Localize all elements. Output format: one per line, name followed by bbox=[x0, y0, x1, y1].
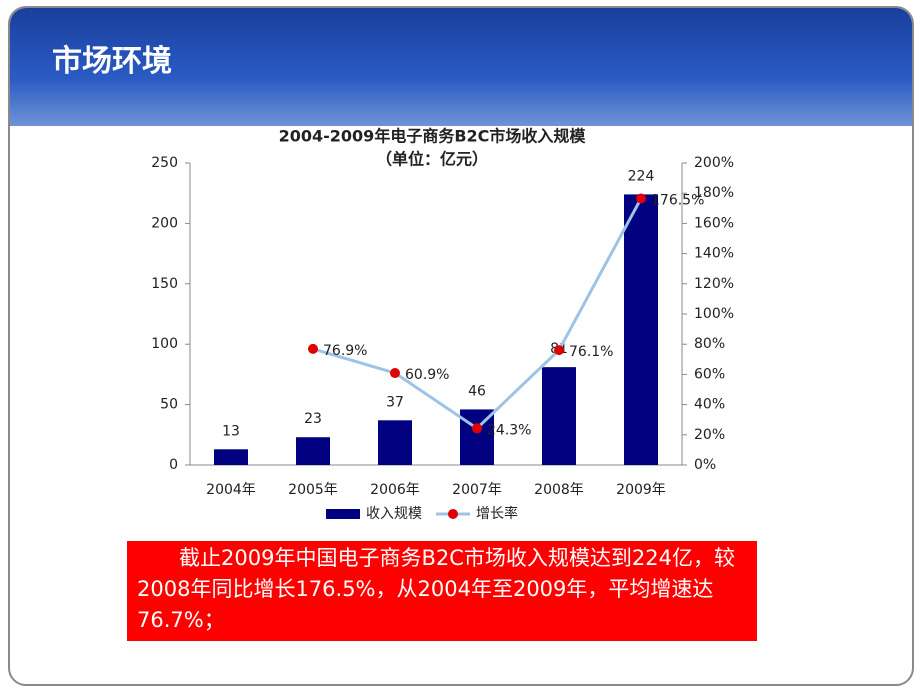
bar-value-label: 37 bbox=[386, 394, 404, 410]
bar bbox=[296, 437, 330, 465]
legend-swatch bbox=[326, 509, 360, 519]
growth-value-label: 176.5% bbox=[651, 192, 704, 208]
growth-marker bbox=[390, 368, 400, 379]
legend-label: 收入规模 bbox=[366, 506, 422, 522]
y2-tick-label: 80% bbox=[694, 336, 725, 352]
bar-value-label: 23 bbox=[304, 411, 322, 427]
bar bbox=[378, 420, 412, 465]
y2-tick-label: 200% bbox=[694, 155, 734, 171]
y-tick-label: 250 bbox=[151, 155, 178, 171]
growth-marker bbox=[472, 423, 482, 434]
header-banner bbox=[10, 8, 912, 126]
y2-tick-label: 20% bbox=[694, 427, 725, 443]
y-tick-label: 100 bbox=[151, 336, 178, 352]
chart-title: 2004-2009年电子商务B2C市场收入规模 bbox=[279, 127, 587, 146]
growth-marker bbox=[308, 343, 318, 354]
y-tick-label: 200 bbox=[151, 215, 178, 231]
legend-label: 增长率 bbox=[476, 505, 518, 522]
y2-tick-label: 60% bbox=[694, 366, 725, 382]
y2-tick-label: 0% bbox=[694, 457, 716, 473]
y2-tick-label: 180% bbox=[694, 185, 734, 201]
bar-value-label: 13 bbox=[222, 423, 240, 439]
y2-tick-label: 100% bbox=[694, 306, 734, 322]
growth-value-label: 60.9% bbox=[405, 367, 449, 383]
y2-tick-label: 160% bbox=[694, 215, 734, 231]
bar bbox=[214, 449, 248, 465]
x-tick-label: 2005年 bbox=[288, 482, 338, 498]
y2-tick-label: 40% bbox=[694, 397, 725, 413]
bar bbox=[542, 367, 576, 465]
x-tick-label: 2009年 bbox=[616, 482, 666, 498]
growth-marker bbox=[636, 193, 646, 204]
growth-value-label: 76.9% bbox=[323, 343, 367, 359]
chart-subtitle: （单位：亿元） bbox=[376, 150, 488, 169]
growth-value-label: 76.1% bbox=[569, 344, 613, 360]
caption-box: 截止2009年中国电子商务B2C市场收入规模达到224亿，较2008年同比增长1… bbox=[127, 541, 757, 641]
bar-value-label: 46 bbox=[468, 383, 486, 399]
y-tick-label: 0 bbox=[169, 457, 178, 473]
x-tick-label: 2004年 bbox=[206, 482, 256, 498]
growth-marker bbox=[554, 345, 564, 356]
bar-value-label: 224 bbox=[628, 168, 655, 184]
slide-title: 市场环境 bbox=[52, 44, 172, 79]
y2-tick-label: 120% bbox=[694, 276, 734, 292]
x-tick-label: 2007年 bbox=[452, 482, 502, 498]
x-tick-label: 2008年 bbox=[534, 482, 584, 498]
y2-tick-label: 140% bbox=[694, 246, 734, 262]
x-tick-label: 2006年 bbox=[370, 482, 420, 498]
bar bbox=[624, 194, 658, 465]
y-tick-label: 50 bbox=[160, 397, 178, 413]
growth-value-label: 24.3% bbox=[487, 422, 531, 438]
y-tick-label: 150 bbox=[151, 276, 178, 292]
legend-swatch bbox=[448, 509, 458, 519]
